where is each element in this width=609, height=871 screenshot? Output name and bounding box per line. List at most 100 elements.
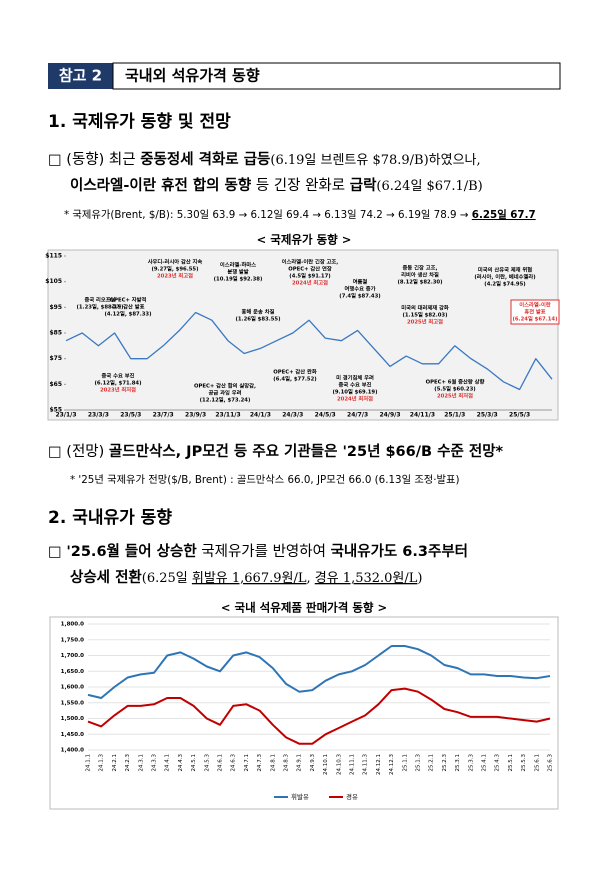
seg: * 국제유가(Brent, $/B): 5.30일 63.9 → 6.12일 6… — [64, 209, 472, 221]
x-tick-label: 23/1/3 — [55, 412, 76, 419]
x-tick-label: 25.5.3 — [521, 754, 527, 772]
x-tick-label: 25.4.3 — [495, 754, 501, 772]
x-tick-label: 25.3.1 — [455, 754, 461, 772]
y-tick-label: 1,600.0 — [61, 685, 84, 691]
x-tick-label: 24.10.3 — [336, 754, 342, 775]
series-line — [87, 645, 551, 699]
x-tick-label: 24.2.1 — [112, 754, 118, 772]
annotation: (4.5일 $91.17) — [289, 272, 330, 280]
annotation: (4.2일 $74.95) — [484, 280, 525, 288]
annotation: 분쟁 발발 — [227, 268, 248, 276]
x-tick-label: 24.12.1 — [376, 754, 382, 775]
annotation: 중국 수요 부진 — [102, 372, 135, 380]
annotation: (9.27일, $96.55) — [151, 265, 198, 273]
x-tick-label: 25.4.1 — [482, 754, 488, 772]
seg: □ (동향) — [48, 151, 109, 168]
chart-frame — [49, 616, 559, 810]
annotation: 미국의 산유국 제재 위협 — [478, 266, 532, 274]
annotation: 미국의 대러제재 강화 — [401, 304, 449, 312]
annotation: 추가 감산 발표 — [112, 303, 145, 311]
x-tick-label: 24.8.3 — [284, 754, 290, 772]
annotation-highlight: 2023년 최고점 — [157, 272, 193, 280]
y-tick-label: 1,400.0 — [61, 748, 84, 754]
x-tick-label: 25.3.3 — [468, 754, 474, 772]
x-tick-label: 24.6.1 — [218, 754, 224, 772]
x-tick-label: 24.11.1 — [350, 754, 356, 775]
x-tick-label: 24/5/3 — [315, 412, 336, 419]
x-tick-label: 24/1/3 — [250, 412, 271, 419]
series-line — [65, 311, 553, 391]
annotation-highlight: 2023년 최저점 — [100, 386, 136, 394]
annotation: (5.5일 $60.23) — [434, 385, 475, 393]
y-tick-label: $85 — [49, 330, 62, 337]
annotation: 중국 리오프닝 — [84, 296, 115, 304]
annotation: OPEC+ 자발적 — [110, 296, 147, 304]
x-tick-label: 24.9.3 — [310, 754, 316, 772]
legend-label: 경유 — [346, 792, 358, 801]
chart-title: < 국제유가 동향 > — [257, 233, 352, 247]
seg: 6.25일 67.7 — [472, 208, 536, 221]
seg: , — [306, 571, 314, 586]
x-tick-label: 24.1.3 — [99, 754, 105, 772]
x-tick-label: 24.6.3 — [231, 754, 237, 772]
y-tick-label: 1,700.0 — [61, 653, 84, 659]
annotation: (12.12일, $73.24) — [200, 396, 251, 404]
x-tick-label: 25.6.3 — [548, 754, 554, 772]
x-tick-label: 25.5.1 — [508, 754, 514, 772]
x-tick-label: 24.4.3 — [178, 754, 184, 772]
seg: (6.24일 $67.1/B) — [376, 179, 482, 194]
seg: ) — [417, 571, 422, 586]
y-tick-label: 1,650.0 — [61, 669, 84, 675]
x-tick-label: 24/7/3 — [347, 412, 368, 419]
series-line — [87, 687, 551, 745]
y-tick-label: 1,750.0 — [61, 637, 84, 643]
x-tick-label: 24.11.3 — [363, 754, 369, 775]
x-tick-label: 24.7.1 — [244, 754, 250, 772]
y-tick-label: 1,450.0 — [61, 732, 84, 738]
seg: 중동정세 격화로 급등 — [140, 150, 270, 168]
x-tick-label: 24.7.3 — [257, 754, 263, 772]
annotation: 홍해 운송 차질 — [242, 308, 275, 316]
annotation: 리비아 생산 차질 — [401, 271, 439, 279]
annotation: 휴전 발표 — [524, 308, 545, 316]
x-tick-label: 24.4.1 — [165, 754, 171, 772]
paragraph-line: 이스라엘-이란 휴전 합의 동향 등 긴장 완화로 급락(6.24일 $67.1… — [70, 176, 483, 194]
chart-title: < 국내 석유제품 판매가격 동향 > — [221, 601, 387, 615]
x-tick-label: 24.8.1 — [270, 754, 276, 772]
badge-text: 참고 2 — [59, 67, 102, 85]
x-tick-label: 24/3/3 — [282, 412, 303, 419]
x-tick-label: 24.1.1 — [86, 754, 92, 772]
y-tick-label: $75 — [49, 355, 62, 362]
x-tick-label: 24.12.3 — [389, 754, 395, 775]
y-tick-label: 1,800.0 — [61, 622, 84, 628]
annotation: 사우디-러시아 감산 지속 — [148, 258, 203, 266]
annotation-box — [510, 299, 560, 325]
seg: □ (전망) — [48, 443, 109, 460]
x-tick-label: 24.2.3 — [125, 754, 131, 772]
x-tick-label: 24/11/3 — [410, 412, 435, 419]
seg: '25.6월 들어 상승한 — [66, 543, 197, 560]
seg: 최근 — [109, 151, 140, 168]
annotation: 중국 수요 부진 — [339, 381, 372, 389]
paragraph-line: □ '25.6월 들어 상승한 국제유가를 반영하여 국내유가도 6.3주부터 — [48, 543, 468, 560]
seg: 등 긴장 완화로 — [251, 177, 349, 194]
paragraph-line: 상승세 전환(6.25일 휘발유 1,667.9원/L, 경유 1,532.0원… — [70, 568, 422, 586]
x-tick-label: 25.1.3 — [416, 754, 422, 772]
annotation: (4.12일, $87.33) — [104, 310, 151, 318]
seg: 국제유가를 반영하여 — [197, 543, 331, 560]
doc-title: 국내외 석유가격 동향 — [125, 67, 260, 85]
y-tick-label: 1,550.0 — [61, 700, 84, 706]
seg: 경유 1,532.0원/L — [315, 571, 418, 586]
y-tick-label: $55 — [49, 407, 62, 414]
chart-frame — [47, 249, 559, 421]
annotation: (7.4일 $87.43) — [339, 292, 380, 300]
x-tick-label: 23/7/3 — [153, 412, 174, 419]
heading: 1. 국제유가 동향 및 전망 — [48, 111, 231, 132]
annotation: (1.15일 $82.03) — [402, 311, 447, 319]
seg: (6.25일 — [142, 571, 192, 586]
annotation: 중동 긴장 고조, — [403, 264, 438, 272]
x-tick-label: 24.9.1 — [297, 754, 303, 772]
paragraph-line: □ (동향) 최근 중동정세 격화로 급등(6.19일 브렌트유 $78.9/B… — [48, 150, 481, 168]
x-tick-label: 23/3/3 — [88, 412, 109, 419]
